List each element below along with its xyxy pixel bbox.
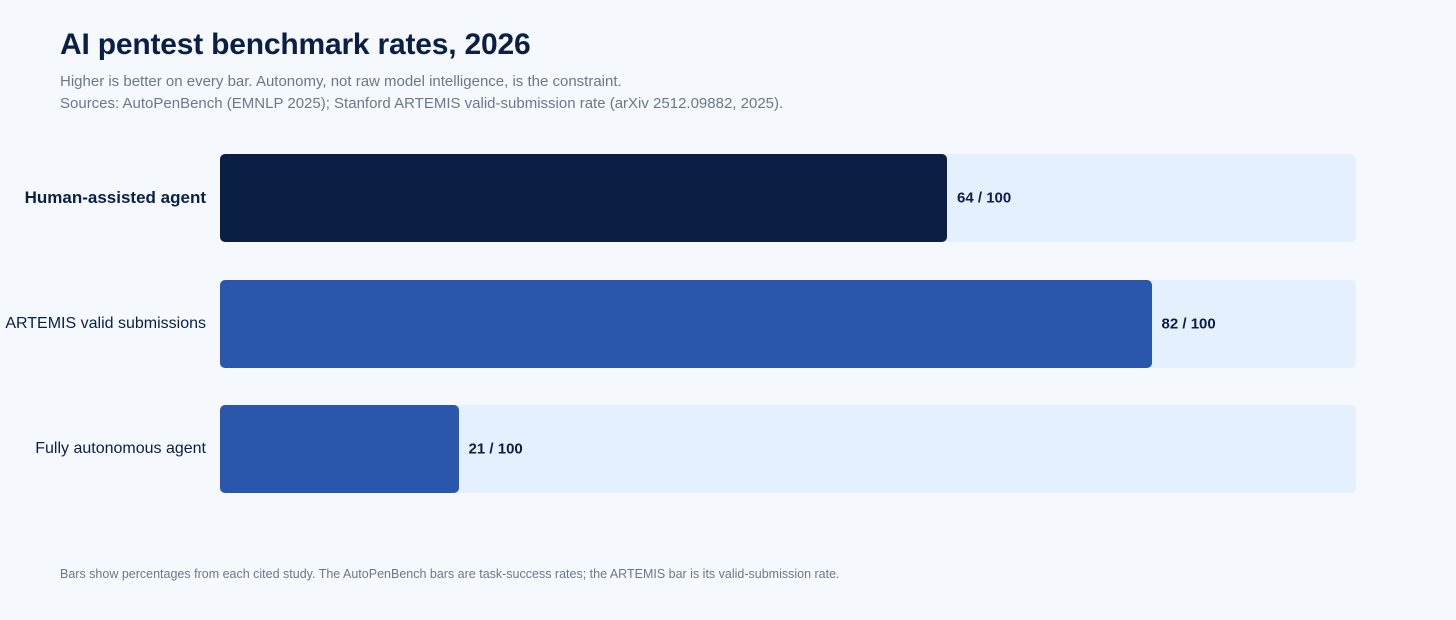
bar-category-label: ARTEMIS valid submissions — [5, 314, 206, 332]
subtitle-line-2: Sources: AutoPenBench (EMNLP 2025); Stan… — [60, 95, 784, 112]
bar-value-label: 82 / 100 — [1161, 315, 1216, 332]
bar-category-label: Human-assisted agent — [24, 188, 206, 207]
chart-footnote: Bars show percentages from each cited st… — [60, 567, 840, 581]
bar-track: 64 / 100 — [220, 154, 1356, 242]
bar-value-label: 64 / 100 — [957, 189, 1012, 207]
bar-track: 21 / 100 — [220, 405, 1356, 493]
chart-subtitle: Higher is better on every bar. Autonomy,… — [60, 71, 783, 115]
bar — [220, 154, 948, 242]
bar-category-label: Fully autonomous agent — [35, 440, 206, 457]
chart-title: AI pentest benchmark rates, 2026 — [60, 28, 531, 61]
bar — [220, 405, 459, 493]
bar-value-label: 21 / 100 — [468, 440, 523, 458]
subtitle-line-1: Higher is better on every bar. Autonomy,… — [60, 73, 622, 90]
bar-track: 82 / 100 — [220, 279, 1356, 368]
bar — [220, 279, 1152, 368]
